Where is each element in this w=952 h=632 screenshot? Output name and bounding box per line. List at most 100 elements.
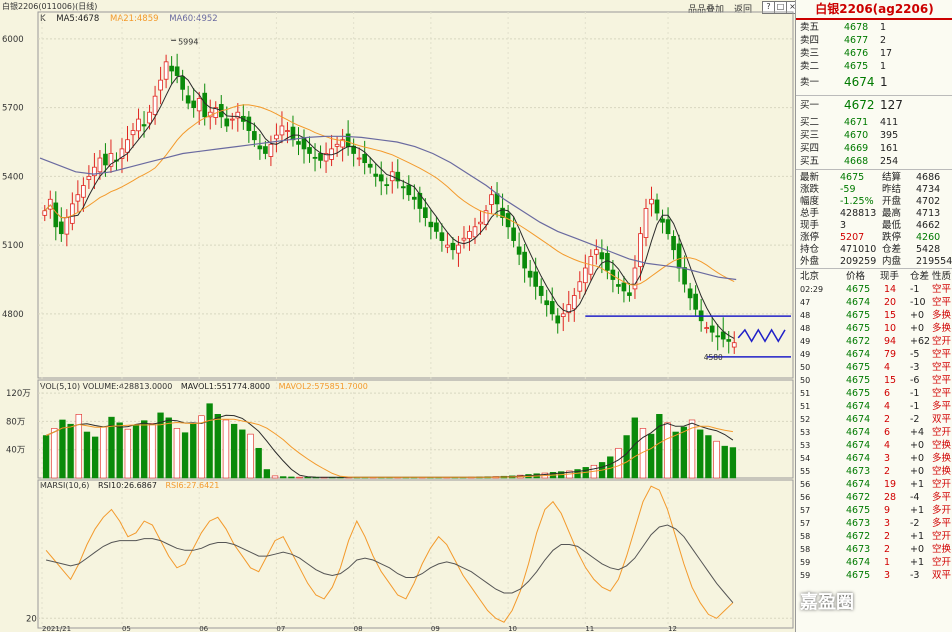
candle-body: [224, 118, 230, 127]
tick-price: 4675: [846, 388, 871, 399]
candle-body: [665, 219, 671, 235]
x-tick-label: 2021/21: [42, 625, 71, 632]
stat-value: 209259: [840, 256, 877, 267]
candle-body: [86, 175, 92, 180]
mavol2-line: [45, 418, 733, 478]
candle-body: [687, 288, 693, 299]
tick-price: 4674: [846, 427, 871, 438]
tick-time: 54: [800, 454, 811, 463]
volume-bar: [108, 416, 115, 479]
candle-body: [555, 315, 561, 324]
stat-value: 4662: [916, 220, 941, 231]
candle-body: [141, 124, 147, 127]
tick-volume: 1: [884, 557, 891, 568]
candle-body: [577, 281, 583, 292]
candle-body: [676, 243, 682, 269]
candle-body: [483, 210, 489, 225]
candle-body: [147, 111, 152, 124]
tick-price: 4674: [846, 453, 871, 464]
candle-body: [406, 184, 412, 196]
volume-bar: [157, 412, 164, 479]
tick-volume: 14: [884, 284, 897, 295]
volume-bar: [190, 422, 197, 479]
tick-time: 49: [800, 350, 811, 359]
candle-body: [621, 282, 627, 292]
candle-body: [582, 267, 588, 284]
candle-body: [378, 174, 384, 182]
tick-time: 57: [800, 519, 811, 528]
tick-nature: 空开: [932, 531, 952, 542]
tick-oi-change: -5: [910, 349, 920, 360]
candle-body: [58, 221, 64, 235]
volume-bar: [247, 433, 254, 479]
candle-body: [643, 208, 649, 238]
tick-price: 4675: [846, 362, 871, 373]
ask-label: 卖五: [800, 22, 820, 33]
volume-bar: [672, 431, 679, 479]
candle-body: [163, 61, 169, 80]
bid-label: 买三: [800, 130, 820, 141]
candle-body: [296, 141, 301, 145]
tick-volume: 10: [884, 323, 897, 334]
ticks-header-nature: 性质: [932, 271, 952, 282]
tick-oi-change: -10: [910, 297, 926, 308]
candle-body: [307, 147, 312, 154]
bid-label: 买五: [800, 156, 820, 167]
ask-volume: 1: [880, 61, 887, 72]
stat-value: 4734: [916, 184, 941, 195]
legend-rsi10: RSI10:26.6867: [97, 481, 157, 490]
candle-body: [511, 227, 516, 241]
bid-price: 4672: [844, 98, 875, 112]
tick-nature: 空开: [932, 557, 952, 568]
stat-value: -59: [840, 184, 856, 195]
tick-time: 59: [800, 558, 811, 567]
tick-oi-change: +0: [910, 453, 925, 464]
volume-bar: [705, 435, 712, 479]
volume-bar: [729, 447, 737, 479]
candle-body: [456, 244, 461, 254]
candle-body: [136, 118, 141, 132]
candle-body: [345, 133, 351, 147]
candle-body: [97, 157, 103, 173]
candle-body: [274, 134, 279, 140]
volume-bar: [697, 429, 704, 479]
back-link[interactable]: 返回: [734, 5, 753, 15]
stat-label: 现手: [800, 220, 820, 231]
legend-ma5: MA5:4678: [56, 14, 100, 24]
candle-body: [103, 153, 108, 166]
volume-bar: [206, 403, 213, 479]
price-tick-label: 5100: [2, 241, 24, 251]
ask-label: 卖二: [800, 61, 820, 72]
candle-body: [334, 143, 340, 147]
volume-bar: [680, 426, 688, 479]
chart-canvas[interactable]: 6000 5700 5400 5100 4800 2021/21 05 06 07 08 09 10 1…: [0, 0, 795, 632]
stat-label: 持仓: [800, 244, 820, 255]
ask-label: 卖一: [800, 77, 820, 88]
volume-bar: [239, 429, 246, 479]
candle-body: [434, 222, 439, 232]
tick-time: 58: [800, 532, 811, 541]
volume-bar: [83, 431, 91, 479]
tick-nature: 空换: [932, 544, 952, 555]
volume-bar: [288, 476, 295, 479]
stat-label: 最低: [882, 220, 902, 231]
overlay-link[interactable]: 品品叠加: [688, 5, 725, 15]
volume-bar: [100, 426, 107, 479]
bid-volume: 411: [880, 117, 899, 128]
stat-value: 471010: [840, 244, 877, 255]
tick-nature: 空平: [932, 349, 952, 360]
tick-price: 4672: [846, 336, 871, 347]
candle-body: [92, 166, 97, 177]
tick-volume: 3: [884, 453, 891, 464]
volume-bar: [721, 445, 728, 479]
candle-body: [191, 100, 197, 109]
bid-volume: 127: [880, 98, 903, 112]
candle-body: [566, 304, 572, 314]
candle-body: [544, 300, 550, 306]
candle-body: [318, 153, 323, 161]
volume-bar: [132, 425, 140, 479]
stat-label: 开盘: [882, 196, 902, 207]
tick-volume: 4: [884, 362, 891, 373]
volume-bar: [230, 423, 238, 479]
tick-volume: 3: [884, 518, 891, 529]
